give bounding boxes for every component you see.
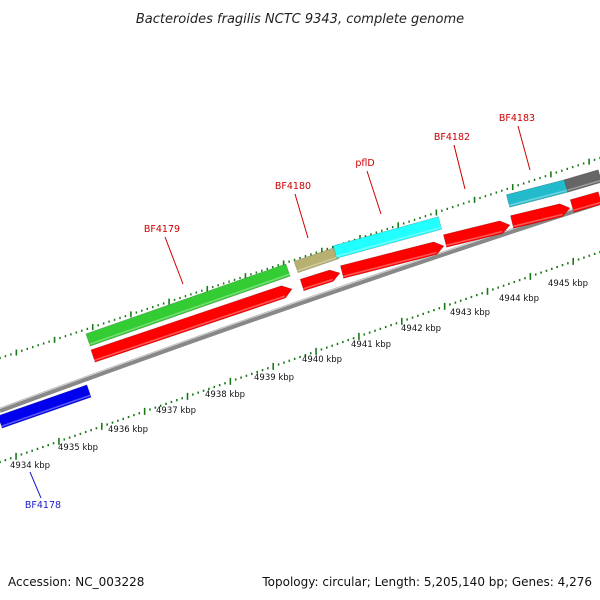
coordinate-label: 4942 kbp — [401, 324, 441, 334]
gene-feature-pfld-highlight — [335, 226, 442, 258]
coordinate-labels: 4934 kbp 4935 kbp 4936 kbp 4937 kbp 4938 kbp… — [10, 279, 588, 471]
coordinate-label: 4939 kbp — [254, 373, 294, 383]
cds-arrow-bf4180 — [299, 269, 341, 292]
gene-labels: BF4178 BF4179 BF4180 pflD BF4182 BF4183 — [25, 113, 535, 511]
gene-feature-bf4179-highlight — [89, 273, 290, 345]
cds-arrow-bf4182 — [443, 220, 511, 248]
cds-arrow-next-highlight — [573, 201, 600, 212]
gene-feature-bf4178 — [0, 384, 92, 429]
coordinate-label: 4941 kbp — [351, 340, 391, 350]
gene-feature-bf4179 — [85, 263, 291, 347]
gene-label[interactable]: BF4182 — [434, 132, 470, 143]
gene-feature-pfld — [332, 216, 443, 259]
gene-leader-line — [366, 170, 382, 215]
cds-arrow-bf4183-highlight — [512, 213, 563, 228]
gene-feature-next — [563, 169, 600, 193]
cds-arrow-bf4182-highlight — [445, 230, 503, 247]
gene-leader-line — [453, 144, 466, 190]
gene-leader-line — [517, 125, 531, 171]
inner-tick-track — [0, 250, 600, 464]
coordinate-label: 4940 kbp — [302, 355, 342, 365]
gene-label[interactable]: BF4179 — [144, 224, 180, 235]
gene-feature-bf4180-highlight — [297, 256, 339, 272]
gene-label[interactable]: BF4180 — [275, 181, 311, 192]
gene-leader-line — [29, 471, 42, 499]
cds-arrow-pfld — [340, 241, 445, 279]
map-title: Bacteroides fragilis NCTC 9343, complete… — [136, 12, 464, 27]
gene-feature-next-highlight — [567, 179, 600, 192]
genome-backbone — [0, 199, 600, 413]
cds-arrow-bf4179 — [90, 285, 293, 363]
coordinate-label: 4945 kbp — [548, 279, 588, 289]
gene-feature-bf4183-highlight — [508, 189, 568, 207]
cds-arrow-bf4179-highlight — [94, 295, 286, 361]
backbone-line — [0, 201, 600, 413]
cds-arrow-next — [569, 191, 600, 213]
feature-track — [0, 169, 600, 429]
gene-feature-bf4178-highlight — [1, 394, 91, 427]
gene-leader-line — [164, 236, 184, 285]
outer-tick-track — [0, 156, 600, 360]
accession-text: Accession: NC_003228 — [8, 575, 144, 589]
coordinate-label: 4938 kbp — [205, 390, 245, 400]
gene-label[interactable]: pflD — [355, 158, 374, 169]
coordinate-label: 4936 kbp — [108, 425, 148, 435]
cds-arrow-bf4180-highlight — [302, 278, 333, 290]
coordinate-label: 4934 kbp — [10, 461, 50, 471]
coordinate-label: 4935 kbp — [58, 443, 98, 453]
gene-label[interactable]: BF4183 — [499, 113, 535, 124]
genome-summary-text: Topology: circular; Length: 5,205,140 bp… — [261, 575, 592, 589]
coordinate-label: 4937 kbp — [156, 406, 196, 416]
cds-arrow-pfld-highlight — [342, 251, 437, 278]
coordinate-label: 4943 kbp — [450, 308, 490, 318]
gene-label[interactable]: BF4178 — [25, 500, 61, 511]
gene-leader-line — [294, 193, 309, 239]
coordinate-label: 4944 kbp — [499, 294, 539, 304]
cds-arrow-bf4183 — [510, 203, 571, 229]
